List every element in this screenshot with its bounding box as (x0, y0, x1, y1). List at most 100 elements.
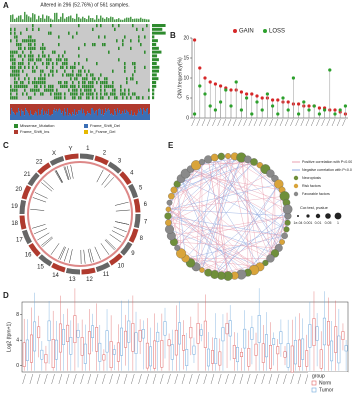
tmb (33, 115, 34, 120)
cell (22, 92, 24, 96)
box (269, 345, 272, 369)
chromosome (37, 162, 52, 175)
box (308, 324, 312, 348)
size-dot (325, 213, 331, 219)
tmb (113, 104, 114, 116)
x-tick-stub (274, 118, 278, 127)
tmb (102, 109, 103, 120)
cell (68, 31, 70, 35)
cell (12, 54, 14, 58)
gene-tick (104, 239, 115, 251)
tmb (35, 104, 36, 112)
box (40, 349, 44, 360)
cell (68, 88, 70, 92)
box (29, 334, 33, 363)
tmb (57, 104, 58, 112)
cell (18, 73, 20, 77)
tmb (98, 109, 99, 120)
x-tick-stub (253, 118, 258, 127)
tmb (21, 104, 22, 110)
cell (50, 69, 52, 73)
box (149, 346, 152, 367)
tmb (16, 104, 17, 113)
topbar (16, 17, 18, 22)
tmb (89, 104, 90, 113)
tmb (58, 109, 59, 120)
cell (92, 96, 94, 100)
cell (46, 65, 48, 69)
edge (207, 159, 229, 277)
tmb (130, 104, 131, 115)
cell (98, 77, 100, 81)
sidebar (152, 58, 159, 62)
legend-dot (293, 175, 299, 181)
cell (22, 50, 24, 54)
y-tick-label: 15 (183, 55, 189, 61)
tmb (93, 110, 94, 120)
box (264, 334, 268, 358)
gene-tick (43, 179, 54, 190)
cell (26, 27, 28, 31)
size-dot (315, 213, 321, 219)
tmb (67, 104, 68, 109)
sidebar (152, 92, 155, 96)
tmb (38, 104, 39, 109)
dot (328, 68, 332, 72)
tmb (41, 110, 42, 120)
size-label: 1e-04 (294, 221, 303, 225)
cell (142, 96, 144, 100)
tmb (91, 108, 92, 120)
cell (58, 43, 60, 47)
ring (27, 161, 133, 267)
topbar (116, 19, 118, 22)
box (196, 323, 200, 344)
cell (76, 92, 78, 96)
dot (219, 84, 223, 88)
cell (88, 84, 90, 88)
cell (32, 24, 34, 28)
tmb (20, 104, 21, 116)
x-tick-stub (94, 373, 99, 385)
cell (28, 43, 30, 47)
cell (114, 96, 116, 100)
gene-tick (32, 224, 46, 229)
tmb (61, 104, 62, 114)
cell (10, 88, 12, 92)
cell (98, 35, 100, 39)
cell (88, 96, 90, 100)
box (138, 329, 142, 342)
cell (94, 77, 96, 81)
tmb (40, 114, 41, 120)
tmb (29, 104, 30, 116)
cell (94, 88, 96, 92)
box (322, 317, 326, 346)
tmb (88, 113, 89, 120)
tmb (68, 115, 69, 120)
tmb (135, 115, 136, 120)
x-tick-stub (44, 373, 48, 385)
size-dot (334, 212, 342, 220)
dot (193, 38, 197, 42)
cell (132, 92, 134, 96)
tmb (122, 111, 123, 120)
tmb (115, 111, 116, 120)
tmb (131, 110, 132, 120)
tmb (62, 104, 63, 112)
cell (124, 69, 126, 73)
tmb (66, 115, 67, 120)
legend-swatch (311, 387, 317, 393)
edge (168, 209, 248, 273)
tmb (60, 109, 61, 120)
tmb (117, 104, 118, 109)
cell (144, 35, 146, 39)
cell (108, 50, 110, 54)
tmb (75, 104, 76, 116)
tmb (115, 104, 116, 112)
dot (333, 108, 337, 112)
cell (44, 46, 46, 50)
topbar (68, 16, 70, 22)
cell (100, 73, 102, 77)
tmb (66, 104, 67, 116)
cell (22, 84, 24, 88)
topbar (120, 19, 122, 22)
